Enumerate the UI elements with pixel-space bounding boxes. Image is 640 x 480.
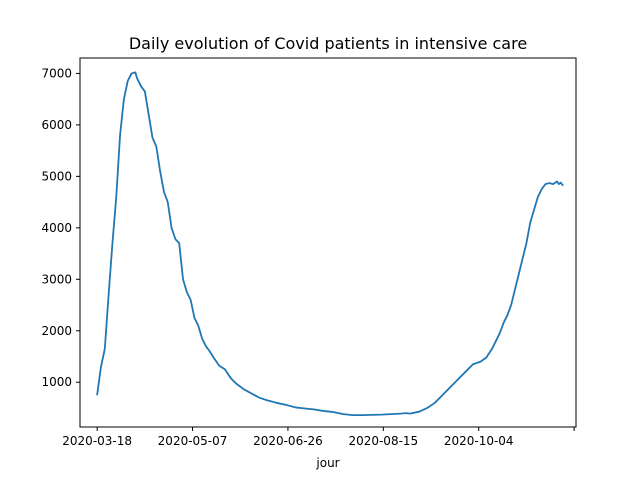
series-line: [96, 71, 564, 417]
x-axis-label: jour: [315, 456, 339, 470]
x-tick-label: 2020-08-15: [348, 434, 418, 448]
x-tick-label: 2020-05-07: [158, 434, 228, 448]
y-tick-label: 6000: [41, 118, 72, 132]
x-tick-label: 2020-06-26: [253, 434, 323, 448]
x-tick-label: 2020-03-18: [62, 434, 132, 448]
y-tick-label: 1000: [41, 375, 72, 389]
x-axis: 2020-03-18 2020-05-07 2020-06-26 2020-08-15…: [62, 427, 575, 448]
y-tick-label: 3000: [41, 272, 72, 286]
y-tick-label: 7000: [41, 66, 72, 80]
y-tick-label: 2000: [41, 324, 72, 338]
chart-title: Daily evolution of Covid patients in int…: [129, 34, 527, 53]
axes-frame: [79, 57, 577, 428]
y-axis: 1000 2000 3000 4000 5000 6000 7000: [41, 66, 80, 389]
y-tick-label: 4000: [41, 221, 72, 235]
plot-area: [96, 71, 564, 417]
x-tick-label: 2020-10-04: [444, 434, 514, 448]
y-tick-label: 5000: [41, 169, 72, 183]
